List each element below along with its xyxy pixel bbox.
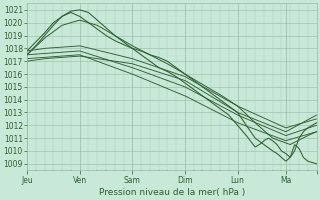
- X-axis label: Pression niveau de la mer( hPa ): Pression niveau de la mer( hPa ): [99, 188, 245, 197]
